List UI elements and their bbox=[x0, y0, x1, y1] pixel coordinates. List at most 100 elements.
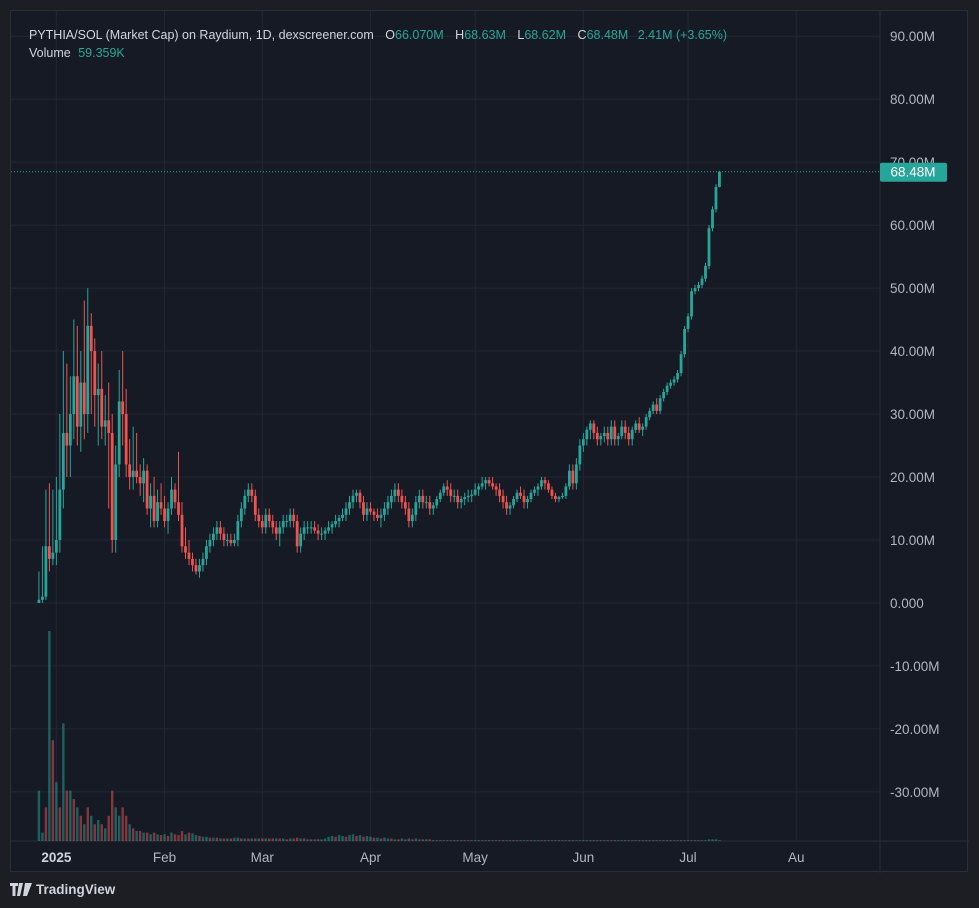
volume-bar bbox=[320, 839, 323, 841]
volume-bar bbox=[348, 835, 351, 841]
last-price-tag: 68.48M bbox=[880, 162, 947, 182]
candle-body bbox=[400, 495, 404, 503]
price-tick-label: 0.000 bbox=[890, 596, 924, 611]
candle-body bbox=[358, 492, 362, 503]
candle-body bbox=[232, 539, 236, 544]
candle-body bbox=[253, 495, 257, 515]
volume-bar bbox=[651, 840, 655, 841]
time-tick-label: Apr bbox=[360, 850, 382, 865]
volume-bar bbox=[568, 840, 571, 841]
candle-body bbox=[592, 423, 596, 433]
candle-body bbox=[393, 489, 397, 496]
candle-body bbox=[299, 533, 303, 547]
candle-body bbox=[606, 432, 610, 440]
candle-body bbox=[718, 171, 721, 187]
candle-body bbox=[51, 552, 55, 559]
candle-body bbox=[65, 432, 69, 446]
candle-body bbox=[501, 495, 505, 503]
volume-bar bbox=[585, 840, 589, 841]
candle-body bbox=[96, 388, 100, 396]
candle-body bbox=[100, 388, 104, 427]
volume-bar bbox=[508, 840, 512, 841]
volume-bar bbox=[69, 790, 72, 841]
volume-bar bbox=[159, 835, 163, 841]
price-tick-label: 40.00M bbox=[890, 344, 935, 359]
candle-body bbox=[417, 495, 421, 503]
candle-body bbox=[571, 470, 575, 484]
price-chart[interactable]: 90.00M80.00M70.00M60.00M50.00M40.00M30.0… bbox=[11, 11, 969, 873]
candle-body bbox=[477, 486, 481, 490]
price-tick-label: -20.00M bbox=[890, 722, 940, 737]
volume-bar bbox=[243, 838, 247, 841]
time-tick-label: Feb bbox=[153, 850, 176, 865]
candle-body bbox=[620, 426, 624, 437]
volume-bar bbox=[149, 834, 152, 841]
candle-body bbox=[61, 432, 65, 490]
candle-body bbox=[561, 495, 564, 498]
candle-body bbox=[170, 489, 173, 509]
candle-body bbox=[623, 426, 627, 433]
volume-bar bbox=[264, 838, 267, 841]
volume-bar bbox=[564, 840, 568, 841]
candle-body bbox=[124, 414, 128, 465]
candle-body bbox=[452, 495, 456, 497]
volume-bar bbox=[379, 838, 383, 841]
volume-bar bbox=[439, 840, 442, 841]
volume-bar bbox=[550, 840, 554, 841]
volume-bar bbox=[93, 824, 96, 841]
candle-body bbox=[616, 436, 620, 440]
volume-bar bbox=[501, 840, 505, 841]
volume-bar bbox=[540, 840, 543, 841]
volume-bar bbox=[285, 839, 288, 841]
candle-body bbox=[567, 470, 571, 487]
volume-bar bbox=[575, 840, 578, 841]
candle-body bbox=[554, 495, 557, 500]
volume-bar bbox=[484, 840, 487, 841]
candle-body bbox=[288, 514, 292, 522]
chart-frame: 90.00M 80.00M 70.00M 60.00M 50.00M 40.00M 30.0… bbox=[10, 10, 969, 873]
volume-bar bbox=[37, 790, 41, 841]
price-tick-label: 80.00M bbox=[890, 92, 935, 107]
legend-volume-value: 59.359K bbox=[78, 46, 125, 60]
candle-body bbox=[142, 470, 146, 484]
volume-bar bbox=[170, 832, 173, 841]
candle-body bbox=[327, 527, 330, 531]
price-tick-label: 90.00M bbox=[890, 29, 935, 44]
tradingview-logo[interactable]: TradingView bbox=[10, 882, 115, 897]
legend-volume-label: Volume bbox=[29, 46, 71, 60]
candle-body bbox=[341, 514, 344, 518]
volume-bar bbox=[582, 840, 585, 841]
candle-body bbox=[191, 558, 194, 566]
volume-bar bbox=[205, 836, 208, 841]
candle-body bbox=[278, 527, 282, 534]
volume-bar bbox=[142, 832, 145, 841]
volume-bar bbox=[121, 807, 124, 841]
candle-body bbox=[41, 596, 44, 600]
candle-body bbox=[529, 492, 533, 500]
volume-bar bbox=[44, 807, 48, 841]
volume-bar bbox=[62, 723, 65, 841]
volume-bar bbox=[658, 840, 662, 841]
volume-bar bbox=[268, 838, 271, 841]
candle-body bbox=[163, 508, 166, 522]
candle-body bbox=[372, 511, 376, 515]
candle-body bbox=[274, 527, 278, 534]
grid bbox=[11, 11, 969, 873]
volume-bar bbox=[341, 835, 344, 841]
volume-bar bbox=[128, 824, 131, 841]
candle-body bbox=[396, 489, 400, 496]
time-axis[interactable]: 2025 Feb Mar Apr May Jun Jul Au bbox=[41, 850, 804, 865]
candle-body bbox=[665, 385, 669, 392]
candle-body bbox=[704, 266, 707, 279]
candle-body bbox=[540, 480, 543, 487]
volume-bar bbox=[456, 840, 459, 841]
candle-body bbox=[543, 480, 547, 484]
candle-body bbox=[292, 514, 296, 522]
volume-bar bbox=[491, 840, 494, 841]
time-tick-label: Jun bbox=[572, 850, 594, 865]
volume-bar bbox=[662, 840, 665, 841]
volume-bar bbox=[641, 840, 644, 841]
volume-bar bbox=[383, 837, 386, 841]
volume-bar bbox=[498, 840, 501, 841]
price-axis[interactable]: 90.00M80.00M70.00M60.00M50.00M40.00M30.0… bbox=[890, 29, 940, 800]
